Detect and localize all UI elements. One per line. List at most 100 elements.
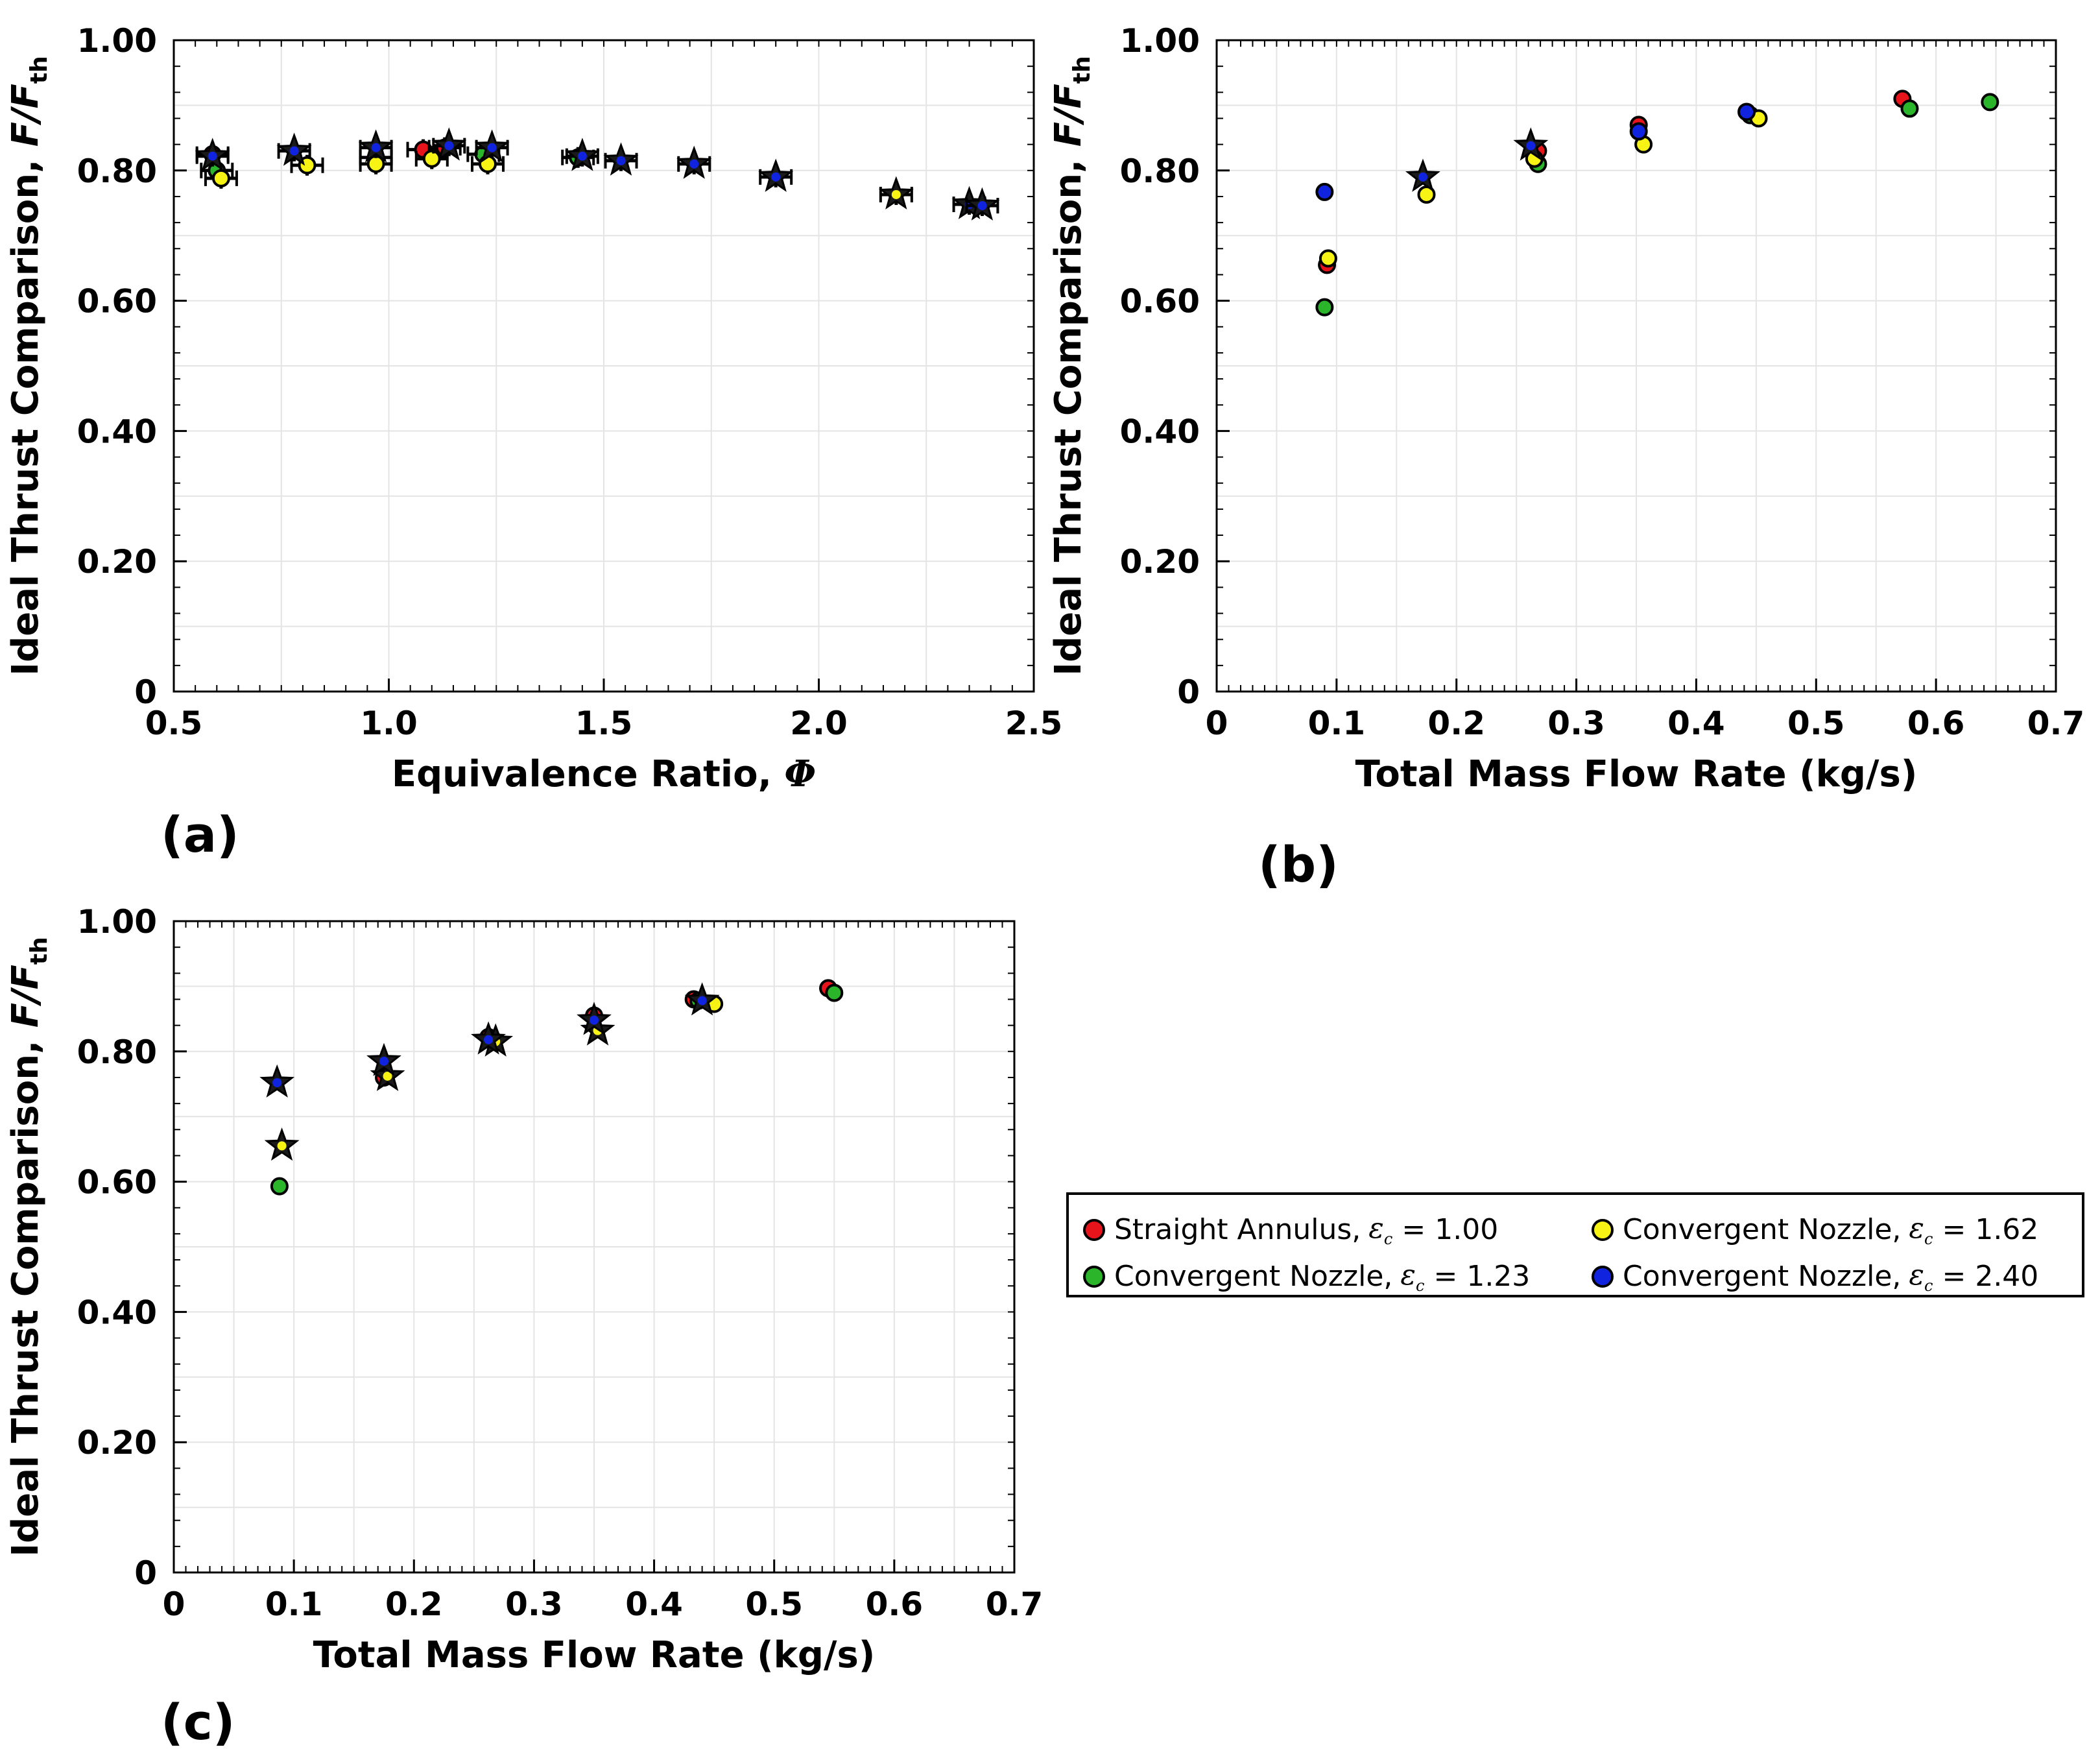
x-tick-label: 0.1 — [265, 1585, 323, 1623]
data-point-star-core — [891, 189, 901, 199]
data-point — [1315, 182, 1334, 201]
data-point-star-core — [379, 1056, 388, 1066]
legend-epsilon: εc — [1909, 1258, 1933, 1295]
data-point-star-core — [272, 1078, 282, 1087]
chart-a: 0.5 1.0 1.5 2.0 2.5 0 0.20 0.40 0.60 0.80 1.00 Equi… — [5, 22, 1062, 795]
legend-value: = 1.00 — [1402, 1213, 1499, 1247]
data-point-star-core — [689, 159, 699, 169]
x-axis-label: Total Mass Flow Rate (kg/s) — [1355, 753, 1918, 795]
y-tick-label: 0.40 — [77, 413, 157, 450]
y-tick-label: 0.20 — [1120, 543, 1200, 581]
data-point-star-core — [208, 151, 217, 161]
x-tick-label: 0 — [163, 1585, 185, 1623]
x-tick-label: 1.0 — [360, 704, 418, 742]
x-tick-label: 0.3 — [505, 1585, 563, 1623]
legend-item-convergent-123: Convergent Nozzle, εc = 1.23 — [1083, 1258, 1530, 1295]
x-tick-label: 0.2 — [385, 1585, 443, 1623]
legend-label: Convergent Nozzle, — [1623, 1213, 1902, 1247]
x-tick-label: 0 — [1206, 704, 1228, 742]
legend-marker-blue — [1592, 1265, 1614, 1288]
data-point-star-core — [383, 1071, 392, 1081]
legend-epsilon: εc — [1909, 1212, 1933, 1248]
data-point — [1900, 99, 1919, 118]
data-point-star-core — [487, 143, 497, 152]
legend-marker-red — [1083, 1218, 1105, 1241]
legend-epsilon: εc — [1400, 1258, 1425, 1295]
panel-label-b: (b) — [1258, 836, 1339, 893]
y-tick-label: 0.80 — [1120, 152, 1200, 190]
x-tick-label: 0.7 — [2027, 704, 2085, 742]
x-tick-label: 2.0 — [790, 704, 848, 742]
data-point-star-core — [977, 201, 987, 211]
data-point-star-core — [289, 146, 299, 156]
legend-label: Straight Annulus, — [1114, 1213, 1361, 1247]
y-tick-label: 0.60 — [77, 283, 157, 320]
data-point-star-core — [444, 141, 454, 151]
y-tick-label: 0.40 — [1120, 413, 1200, 450]
data-point-star-core — [577, 151, 587, 161]
x-tick-label: 0.4 — [1667, 704, 1725, 742]
y-tick-label: 0.60 — [1120, 283, 1200, 320]
y-tick-label: 0.80 — [77, 1033, 157, 1071]
y-tick-label: 0.40 — [77, 1294, 157, 1331]
legend-value: = 1.23 — [1433, 1260, 1531, 1294]
x-tick-label: 0.1 — [1308, 704, 1366, 742]
y-tick-label: 0.20 — [77, 543, 157, 581]
y-tick-label: 0 — [134, 1554, 157, 1592]
data-point-star-core — [371, 143, 381, 152]
x-tick-label: 0.5 — [145, 704, 203, 742]
y-axis-label: Ideal Thrust Comparison, F/Fth — [5, 56, 53, 675]
data-point — [422, 149, 441, 168]
chart-b: 0 0.1 0.2 0.3 0.4 0.5 0.6 0.7 0 0.20 0.40 0.60 0.80 1… — [1047, 22, 2084, 795]
data-point — [1737, 102, 1756, 121]
legend-marker-green — [1083, 1265, 1105, 1288]
x-tick-label: 0.4 — [625, 1585, 683, 1623]
data-point-star-core — [1418, 172, 1427, 182]
y-tick-label: 1.00 — [77, 22, 157, 60]
legend-item-straight-annulus: Straight Annulus, εc = 1.00 — [1083, 1212, 1498, 1248]
data-point-star-core — [484, 1035, 494, 1044]
data-point — [825, 983, 844, 1002]
y-tick-label: 1.00 — [1120, 22, 1200, 60]
y-tick-label: 1.00 — [77, 903, 157, 941]
y-tick-label: 0 — [1177, 673, 1200, 711]
y-tick-label: 0.60 — [77, 1164, 157, 1201]
y-tick-label: 0.80 — [77, 152, 157, 190]
x-axis-label: Total Mass Flow Rate (kg/s) — [313, 1634, 876, 1676]
data-point — [211, 169, 230, 187]
data-point — [270, 1177, 289, 1196]
x-tick-label: 0.6 — [866, 1585, 924, 1623]
data-point-star-core — [771, 172, 781, 182]
x-tick-label: 0.6 — [1907, 704, 1965, 742]
chart-c: 0 0.1 0.2 0.3 0.4 0.5 0.6 0.7 0 0.20 0.40 0.60 0.80 1… — [5, 903, 1043, 1676]
legend-item-convergent-162: Convergent Nozzle, εc = 1.62 — [1592, 1212, 2038, 1248]
legend-marker-yellow — [1592, 1218, 1614, 1241]
legend-epsilon: εc — [1368, 1212, 1393, 1248]
data-point-star-core — [616, 156, 626, 165]
x-tick-label: 0.5 — [745, 1585, 803, 1623]
x-tick-label: 2.5 — [1005, 704, 1063, 742]
x-tick-label: 0.7 — [986, 1585, 1044, 1623]
legend-value: = 2.40 — [1942, 1260, 2039, 1294]
data-point — [1981, 93, 1999, 112]
data-point-star-core — [277, 1141, 287, 1151]
legend: Straight Annulus, εc = 1.00 Convergent N… — [1066, 1192, 2084, 1297]
data-point-star-core — [697, 996, 707, 1005]
panel-label-c: (c) — [161, 1693, 235, 1751]
x-tick-label: 1.5 — [575, 704, 633, 742]
x-tick-label: 0.5 — [1787, 704, 1845, 742]
y-tick-label: 0.20 — [77, 1424, 157, 1462]
y-tick-label: 0 — [134, 673, 157, 711]
legend-item-convergent-240: Convergent Nozzle, εc = 2.40 — [1592, 1258, 2038, 1295]
x-tick-label: 0.3 — [1547, 704, 1605, 742]
panel-label-a: (a) — [161, 806, 239, 863]
data-point — [1318, 249, 1337, 268]
legend-label: Convergent Nozzle, — [1623, 1260, 1902, 1294]
data-point-star-core — [1526, 141, 1536, 151]
x-tick-label: 0.2 — [1427, 704, 1485, 742]
y-axis-label: Ideal Thrust Comparison, F/Fth — [1047, 56, 1095, 675]
data-point — [1315, 298, 1334, 317]
legend-label: Convergent Nozzle, — [1114, 1260, 1393, 1294]
data-point — [478, 154, 497, 173]
